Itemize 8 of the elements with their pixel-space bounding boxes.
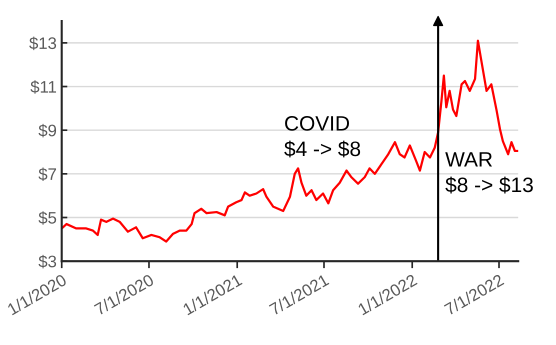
y-tick-label: $7 <box>38 168 56 182</box>
y-tick-label: $3 <box>38 254 56 268</box>
y-tick-label: $9 <box>38 124 56 138</box>
y-tick-label: $5 <box>38 211 56 225</box>
y-tick-label: $13 <box>29 36 56 50</box>
annotation: COVID $4 -> $8 <box>284 116 360 158</box>
annotation: WAR $8 -> $13 <box>445 152 533 194</box>
y-tick-label: $11 <box>30 80 56 94</box>
